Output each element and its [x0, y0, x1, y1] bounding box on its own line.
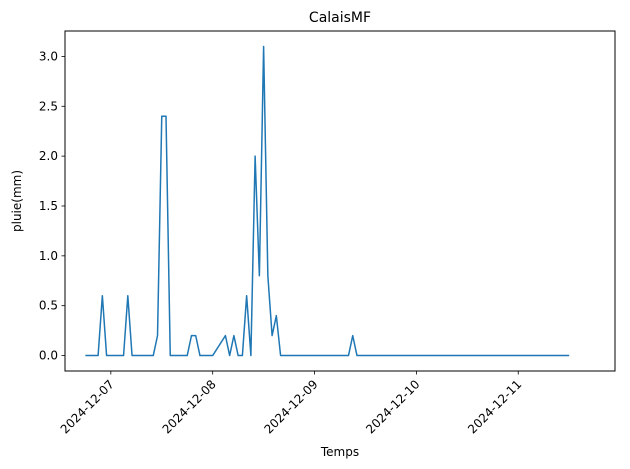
x-tick-label: 2024-12-10	[363, 377, 422, 436]
y-tick-label: 3.0	[39, 49, 58, 63]
plot-frame	[64, 30, 616, 372]
x-axis-label: Temps	[320, 445, 359, 459]
x-tick-label: 2024-12-11	[465, 377, 524, 436]
y-tick-label: 0.0	[39, 349, 58, 363]
y-tick-label: 2.5	[39, 99, 58, 113]
x-tick-label: 2024-12-09	[261, 377, 320, 436]
y-tick-label: 1.5	[39, 199, 58, 213]
y-axis-label: pluie(mm)	[10, 170, 24, 232]
y-tick-label: 0.5	[39, 299, 58, 313]
x-tick-label: 2024-12-08	[160, 377, 219, 436]
y-tick-label: 1.0	[39, 249, 58, 263]
y-tick-label: 2.0	[39, 149, 58, 163]
rainfall-series-line	[85, 45, 570, 357]
x-tick-label: 2024-12-07	[58, 377, 117, 436]
chart-title: CalaisMF	[309, 10, 371, 26]
